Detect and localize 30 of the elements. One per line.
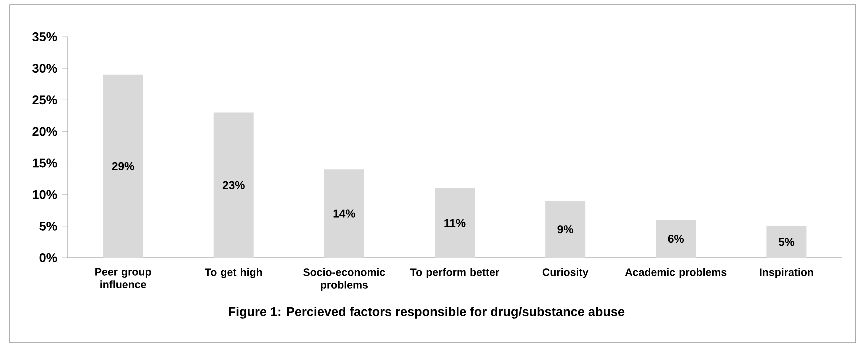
x-tick-label: Inspiration (760, 268, 814, 278)
y-tick-label: 0% (40, 254, 58, 262)
bar (324, 170, 364, 258)
y-tick-label: 15% (33, 158, 58, 168)
data-label: 6% (668, 235, 684, 244)
y-tick-label: 10% (33, 190, 58, 200)
y-tick-label: 20% (32, 127, 58, 136)
y-tick-label: 5% (40, 222, 58, 231)
text: Figure 1: Percieved factors responsible for drug/substance abuse (229, 307, 625, 319)
bar (435, 188, 475, 258)
y-tick-label: 35% (32, 32, 58, 42)
x-tick-label: To perform better (410, 268, 500, 278)
data-label: 9% (558, 226, 574, 234)
x-tick-label: Peer group influence (96, 268, 152, 288)
data-label: 11% (444, 219, 466, 228)
x-tick-label: Curiosity (542, 268, 589, 278)
bar (546, 201, 586, 258)
y-tick-label: 25% (32, 96, 58, 105)
x-tick-label: Socio-economic problems (304, 268, 386, 291)
x-tick-label: Academic problems (625, 268, 727, 278)
bar (103, 74, 144, 258)
data-label: 14% (334, 210, 356, 218)
x-tick-label: To get high (205, 268, 262, 278)
bar (656, 220, 696, 258)
y-tick-label: 30% (32, 64, 58, 74)
bar (766, 226, 807, 258)
data-label: 29% (112, 162, 134, 170)
data-label: 5% (778, 238, 795, 246)
bar (214, 112, 254, 258)
data-label: 23% (222, 181, 245, 190)
